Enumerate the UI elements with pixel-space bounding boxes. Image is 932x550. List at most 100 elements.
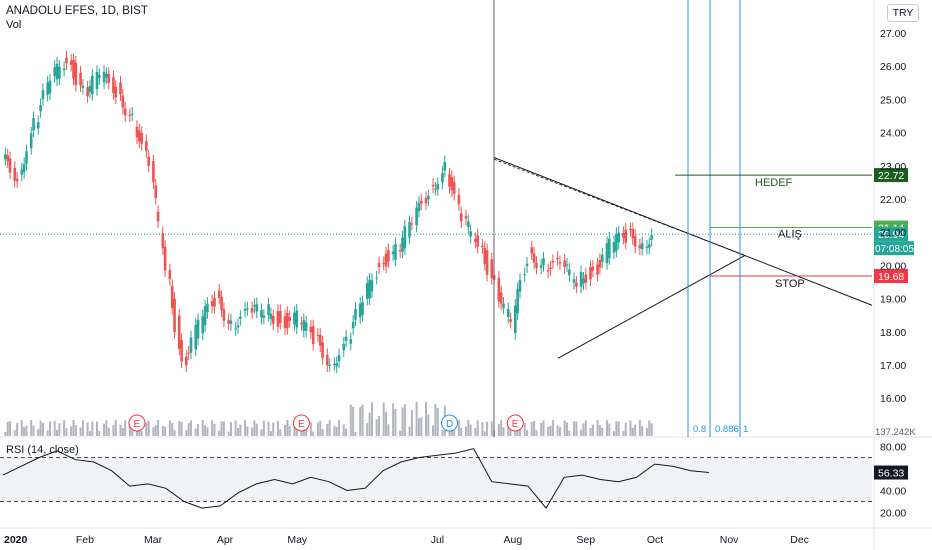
volume-bar <box>227 431 230 436</box>
volume-bar <box>288 426 291 436</box>
volume-bar <box>573 421 576 436</box>
candle <box>514 305 517 334</box>
volume-bar <box>641 426 644 436</box>
candle <box>525 263 529 267</box>
volume-bar <box>605 420 608 436</box>
candle <box>69 60 73 65</box>
volume-bars <box>4 402 653 436</box>
event-label: D <box>446 419 453 430</box>
volume-bar <box>157 420 160 436</box>
candle <box>417 202 421 211</box>
rsi-band <box>0 457 872 502</box>
candle <box>262 315 266 318</box>
volume-bar <box>427 414 430 436</box>
rsi-value: 56.33 <box>878 468 904 480</box>
candle <box>8 158 12 173</box>
price-tick-label: 27.00 <box>880 28 906 40</box>
fib-label: 1 <box>743 424 748 435</box>
price-levels: 22.7221.1420.9407:08:0519.68HEDEFALIŞSTO… <box>0 168 916 438</box>
volume-bar <box>25 425 28 436</box>
volume-bar <box>312 431 315 436</box>
volume-bar <box>434 403 437 436</box>
candle <box>532 253 536 263</box>
volume-bar <box>16 422 19 436</box>
candle <box>436 183 440 190</box>
rsi-value-tag <box>874 465 908 480</box>
candle <box>173 298 176 333</box>
candle <box>450 177 454 191</box>
fib-label: 0.886 <box>715 424 739 435</box>
rsi-label: RSI (14, close) <box>6 444 79 456</box>
volume-bar <box>319 420 322 436</box>
candle <box>398 250 402 252</box>
volume-bar <box>469 424 472 436</box>
candle <box>46 82 49 95</box>
volume-bar <box>30 420 33 436</box>
candle <box>304 322 308 331</box>
currency-button[interactable]: TRY <box>887 4 919 22</box>
candle <box>457 194 461 205</box>
candle <box>112 77 115 94</box>
volume-bar <box>516 428 519 436</box>
candle <box>168 270 172 280</box>
volume-bar <box>124 420 127 436</box>
candle <box>375 277 378 279</box>
volume-bar <box>107 427 110 436</box>
volume-bar <box>410 410 413 436</box>
candle <box>612 242 616 253</box>
annotation-stop: STOP <box>775 278 805 290</box>
candle <box>130 113 134 115</box>
candle <box>354 308 357 320</box>
time-tick-label: Aug <box>504 534 523 546</box>
candle <box>229 320 233 325</box>
volume-bar <box>293 426 296 436</box>
candle <box>220 297 223 311</box>
volume-bar <box>483 431 486 436</box>
volume-bar <box>361 404 364 436</box>
volume-bar <box>20 420 23 436</box>
volume-bar <box>131 429 134 436</box>
candle <box>365 282 369 299</box>
candle <box>279 310 282 323</box>
volume-bar <box>86 422 89 436</box>
candle <box>81 85 85 88</box>
volume-bar <box>251 427 254 436</box>
candle <box>119 82 122 95</box>
volume-bar <box>526 430 529 436</box>
candle <box>384 253 388 267</box>
volume-bar <box>338 420 341 436</box>
candle <box>206 303 209 313</box>
candle <box>539 265 543 268</box>
candle <box>58 66 61 79</box>
candle <box>95 71 99 90</box>
candle <box>415 207 418 226</box>
candle <box>326 354 329 366</box>
candle <box>74 62 78 86</box>
volume-bar <box>279 429 282 436</box>
volume-bar <box>302 429 305 436</box>
candle <box>15 178 19 182</box>
candle <box>300 323 303 325</box>
volume-bar <box>220 421 223 436</box>
candle <box>549 267 552 270</box>
volume-bar <box>486 421 489 436</box>
volume-bar <box>204 425 207 436</box>
candle <box>551 260 555 263</box>
candle <box>156 211 160 222</box>
rsi-pane: 80.00 40.00 20.00 56.33 <box>0 442 908 520</box>
candle <box>582 278 585 284</box>
candle <box>217 290 221 298</box>
candle <box>196 319 200 339</box>
candle <box>485 250 489 275</box>
volume-bar <box>558 427 561 436</box>
candle <box>598 259 602 268</box>
volume-bar <box>563 420 566 436</box>
volume-bar <box>556 425 559 436</box>
candle <box>65 57 68 64</box>
level-tag-hedef <box>874 168 908 183</box>
volume-bar <box>481 422 484 436</box>
volume-bar <box>56 429 59 436</box>
time-tick-label: Mar <box>144 534 163 546</box>
candle <box>6 155 9 162</box>
